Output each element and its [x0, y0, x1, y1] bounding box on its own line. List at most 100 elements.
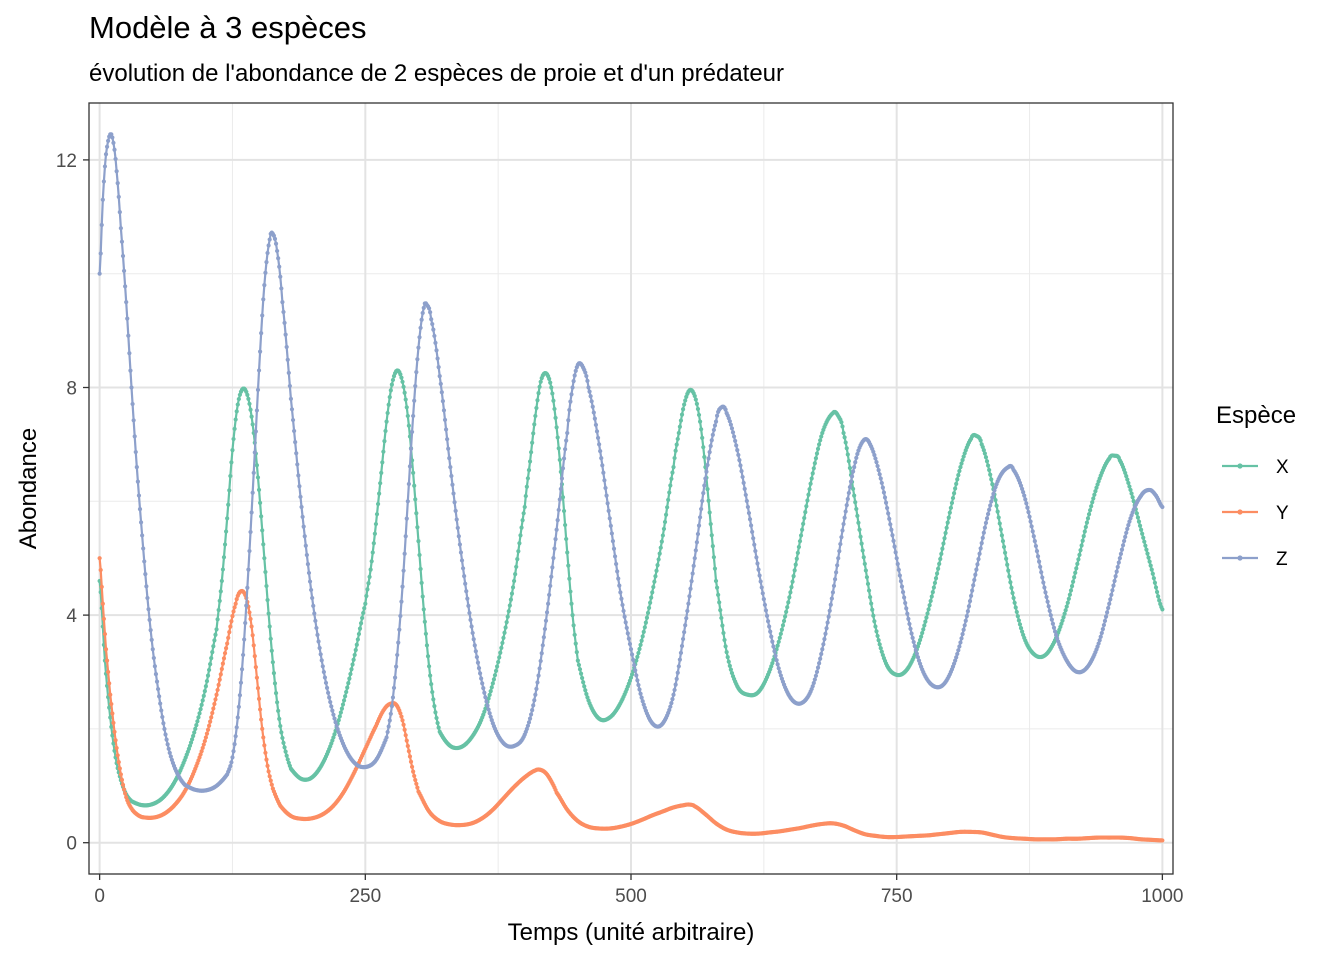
data-point-Z — [885, 505, 890, 511]
data-point-Z — [686, 601, 691, 606]
legend-label: Z — [1276, 549, 1288, 570]
data-point-Z — [1023, 497, 1028, 502]
data-point-Z — [614, 561, 619, 567]
data-point-Z — [415, 357, 420, 362]
data-point-Z — [421, 305, 426, 310]
data-point-X — [781, 618, 787, 624]
data-point-X — [853, 500, 858, 505]
data-point-Z — [847, 485, 853, 490]
data-point-X — [552, 406, 557, 412]
legend: Espèce X Y Z — [1216, 402, 1296, 570]
x-tick-label: 750 — [881, 886, 913, 907]
data-point-X — [417, 552, 422, 558]
data-point-Z — [451, 491, 456, 496]
data-point-Z — [820, 647, 825, 652]
data-point-Z — [464, 589, 469, 594]
data-point-Y — [215, 687, 220, 693]
data-point-X — [436, 725, 441, 730]
data-point-Z — [530, 708, 535, 713]
data-point-Z — [131, 418, 136, 423]
data-point-Z — [874, 460, 879, 465]
data-point-X — [208, 661, 213, 667]
data-point-Z — [605, 501, 610, 506]
data-point-Z — [670, 697, 675, 702]
data-point-X — [269, 648, 274, 653]
data-point-X — [1126, 480, 1131, 486]
data-point-Z — [146, 607, 151, 612]
data-point-Z — [263, 270, 268, 275]
data-point-Z — [600, 463, 605, 468]
data-point-X — [941, 541, 946, 546]
data-point-Z — [1045, 599, 1050, 604]
data-point-Z — [145, 595, 150, 601]
data-point-Y — [200, 745, 205, 751]
data-point-X — [642, 625, 647, 630]
data-point-Z — [398, 613, 403, 619]
data-point-Z — [714, 413, 720, 418]
data-point-X — [780, 623, 786, 628]
data-point-X — [354, 642, 359, 647]
data-point-Z — [485, 703, 490, 708]
data-point-Z — [760, 591, 765, 596]
data-point-Z — [854, 455, 859, 460]
data-point-X — [676, 430, 681, 436]
data-point-Z — [103, 152, 109, 157]
data-point-Z — [710, 432, 715, 437]
data-point-X — [420, 594, 425, 599]
data-point-Z — [449, 473, 454, 479]
data-point-X — [233, 417, 238, 422]
data-point-Z — [758, 579, 763, 584]
data-point-Z — [1114, 569, 1119, 574]
data-point-Z — [757, 573, 762, 578]
data-point-Z — [524, 726, 529, 732]
data-point-Z — [570, 385, 575, 390]
data-point-Z — [962, 623, 967, 628]
data-point-Z — [773, 653, 778, 658]
data-point-Z — [583, 370, 588, 375]
data-point-X — [1134, 511, 1139, 516]
data-point-X — [204, 678, 210, 684]
data-point-X — [926, 607, 931, 612]
data-point-Y — [404, 738, 409, 743]
data-point-Z — [735, 447, 740, 453]
data-point-X — [422, 619, 427, 624]
data-point-X — [248, 407, 253, 412]
data-point-Z — [594, 429, 600, 434]
data-point-Z — [1097, 638, 1102, 643]
data-point-Z — [435, 356, 440, 361]
data-point-X — [724, 649, 729, 655]
data-point-X — [872, 619, 877, 624]
data-point-Z — [836, 556, 841, 561]
data-point-Z — [909, 631, 914, 636]
data-point-Y — [403, 733, 408, 738]
data-point-Z — [295, 462, 300, 467]
data-point-Z — [462, 573, 467, 579]
data-point-X — [508, 597, 514, 602]
data-point-X — [331, 735, 336, 740]
data-point-Z — [729, 426, 735, 431]
data-point-Y — [217, 677, 222, 682]
data-point-X — [490, 681, 495, 686]
legend-item-Z: Z — [1222, 549, 1288, 570]
data-point-X — [1018, 626, 1024, 631]
data-point-Z — [677, 657, 682, 662]
data-point-Y — [269, 782, 274, 787]
data-point-X — [261, 542, 266, 547]
data-point-Z — [770, 639, 775, 644]
data-point-Z — [968, 593, 974, 599]
data-point-X — [283, 749, 288, 754]
data-point-Z — [467, 610, 472, 616]
data-point-X — [379, 470, 384, 475]
data-point-X — [959, 461, 964, 466]
data-point-X — [939, 551, 944, 557]
data-point-X — [846, 459, 851, 464]
data-point-Z — [627, 641, 633, 647]
data-point-Z — [431, 327, 436, 332]
data-point-X — [810, 471, 815, 476]
data-point-X — [350, 662, 355, 667]
data-point-X — [981, 447, 986, 453]
data-point-Y — [106, 669, 111, 675]
data-point-X — [789, 585, 794, 590]
data-point-X — [247, 401, 252, 406]
data-point-Z — [893, 550, 898, 555]
